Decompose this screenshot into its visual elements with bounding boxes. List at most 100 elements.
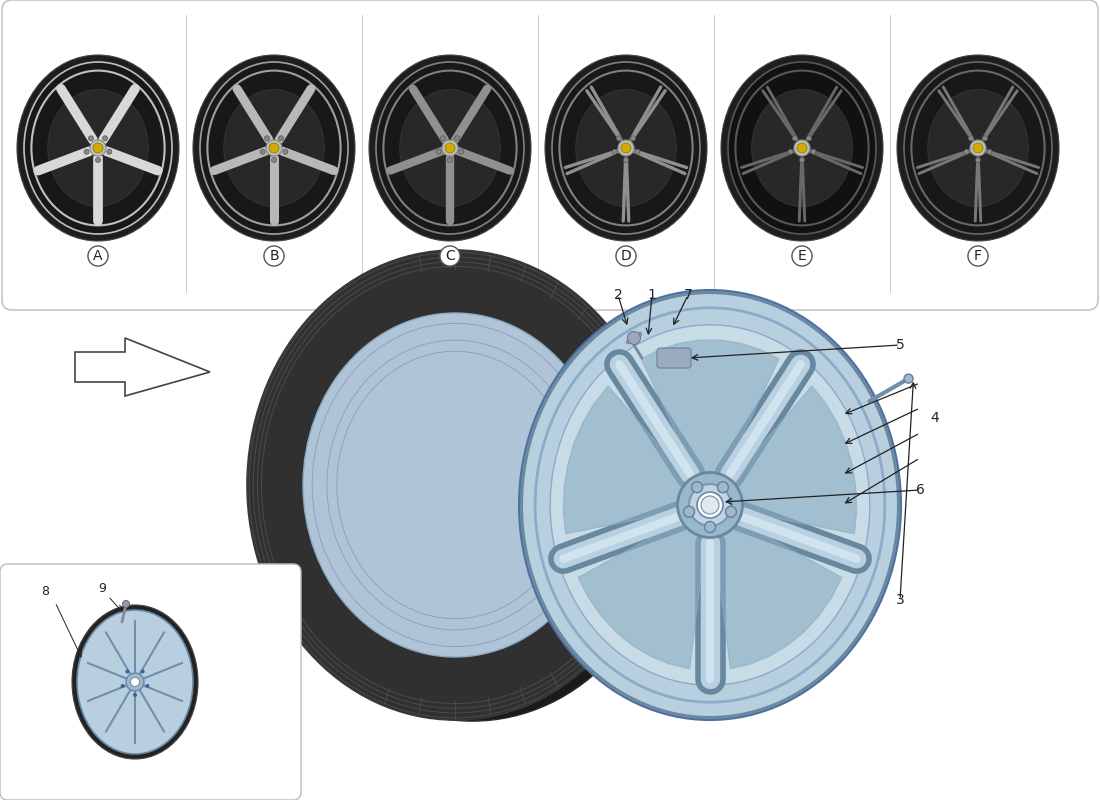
Ellipse shape bbox=[77, 610, 192, 754]
Circle shape bbox=[126, 673, 144, 691]
Circle shape bbox=[278, 136, 284, 141]
Ellipse shape bbox=[974, 143, 983, 153]
Circle shape bbox=[84, 150, 89, 154]
Circle shape bbox=[264, 136, 270, 141]
Circle shape bbox=[701, 496, 719, 514]
Text: A: A bbox=[94, 249, 102, 263]
Text: E: E bbox=[798, 249, 806, 263]
Polygon shape bbox=[641, 340, 779, 505]
Text: dunparts: dunparts bbox=[408, 346, 692, 494]
Circle shape bbox=[125, 670, 130, 674]
Circle shape bbox=[806, 136, 812, 141]
Ellipse shape bbox=[16, 55, 179, 241]
Text: 7: 7 bbox=[683, 288, 692, 302]
Circle shape bbox=[459, 150, 464, 154]
Ellipse shape bbox=[270, 143, 279, 153]
Ellipse shape bbox=[678, 473, 743, 538]
Circle shape bbox=[102, 136, 108, 141]
Text: F: F bbox=[974, 249, 982, 263]
Ellipse shape bbox=[970, 140, 986, 156]
Ellipse shape bbox=[544, 55, 707, 241]
Ellipse shape bbox=[442, 140, 458, 156]
Ellipse shape bbox=[927, 90, 1028, 206]
Circle shape bbox=[800, 158, 804, 162]
Ellipse shape bbox=[192, 55, 355, 241]
Ellipse shape bbox=[47, 90, 148, 206]
Circle shape bbox=[88, 136, 94, 141]
Ellipse shape bbox=[550, 325, 870, 685]
Polygon shape bbox=[710, 386, 857, 534]
Ellipse shape bbox=[798, 143, 807, 153]
Ellipse shape bbox=[94, 143, 103, 153]
Circle shape bbox=[692, 482, 703, 493]
Ellipse shape bbox=[720, 55, 883, 241]
Ellipse shape bbox=[522, 293, 898, 717]
Circle shape bbox=[612, 150, 617, 154]
Circle shape bbox=[454, 136, 460, 141]
Circle shape bbox=[616, 136, 622, 141]
Ellipse shape bbox=[519, 290, 901, 720]
Ellipse shape bbox=[90, 140, 106, 156]
Circle shape bbox=[683, 506, 694, 518]
Ellipse shape bbox=[446, 143, 455, 153]
Ellipse shape bbox=[273, 270, 672, 721]
Ellipse shape bbox=[575, 90, 676, 206]
Polygon shape bbox=[579, 505, 710, 669]
Polygon shape bbox=[710, 505, 842, 669]
Ellipse shape bbox=[794, 140, 810, 156]
Ellipse shape bbox=[376, 62, 524, 234]
Circle shape bbox=[121, 684, 124, 688]
Ellipse shape bbox=[552, 62, 700, 234]
Circle shape bbox=[436, 150, 441, 154]
Ellipse shape bbox=[621, 143, 631, 153]
Ellipse shape bbox=[266, 140, 282, 156]
Text: 5: 5 bbox=[895, 338, 904, 352]
Ellipse shape bbox=[200, 62, 348, 234]
FancyBboxPatch shape bbox=[2, 0, 1098, 310]
FancyBboxPatch shape bbox=[657, 348, 691, 368]
Circle shape bbox=[704, 522, 715, 533]
Ellipse shape bbox=[728, 62, 876, 234]
Circle shape bbox=[131, 678, 140, 686]
Circle shape bbox=[627, 331, 640, 345]
Circle shape bbox=[725, 506, 736, 518]
Circle shape bbox=[133, 693, 138, 697]
Text: 6: 6 bbox=[915, 483, 924, 497]
Text: 8: 8 bbox=[41, 585, 50, 598]
Ellipse shape bbox=[72, 605, 198, 759]
Circle shape bbox=[976, 158, 980, 162]
Ellipse shape bbox=[399, 90, 501, 206]
Circle shape bbox=[107, 150, 112, 154]
Circle shape bbox=[904, 374, 913, 383]
Circle shape bbox=[122, 601, 130, 607]
Circle shape bbox=[141, 670, 144, 674]
Ellipse shape bbox=[223, 90, 324, 206]
Circle shape bbox=[697, 492, 723, 518]
Text: D: D bbox=[620, 249, 631, 263]
Circle shape bbox=[717, 482, 728, 493]
Circle shape bbox=[788, 150, 793, 154]
Polygon shape bbox=[563, 386, 710, 534]
Ellipse shape bbox=[618, 140, 634, 156]
Ellipse shape bbox=[302, 313, 607, 657]
Circle shape bbox=[145, 684, 150, 688]
Text: C: C bbox=[446, 249, 455, 263]
Ellipse shape bbox=[751, 90, 852, 206]
Circle shape bbox=[968, 136, 974, 141]
Circle shape bbox=[964, 150, 969, 154]
Circle shape bbox=[635, 150, 640, 154]
Text: 2: 2 bbox=[614, 288, 623, 302]
Text: 4: 4 bbox=[931, 411, 939, 425]
Ellipse shape bbox=[24, 62, 172, 234]
Circle shape bbox=[811, 150, 816, 154]
Ellipse shape bbox=[896, 55, 1059, 241]
Circle shape bbox=[96, 158, 100, 162]
Ellipse shape bbox=[368, 55, 531, 241]
Circle shape bbox=[630, 136, 636, 141]
Circle shape bbox=[260, 150, 265, 154]
Text: 3: 3 bbox=[895, 593, 904, 607]
Text: 9: 9 bbox=[98, 582, 106, 595]
Circle shape bbox=[440, 136, 446, 141]
Polygon shape bbox=[75, 338, 210, 396]
Circle shape bbox=[982, 136, 988, 141]
